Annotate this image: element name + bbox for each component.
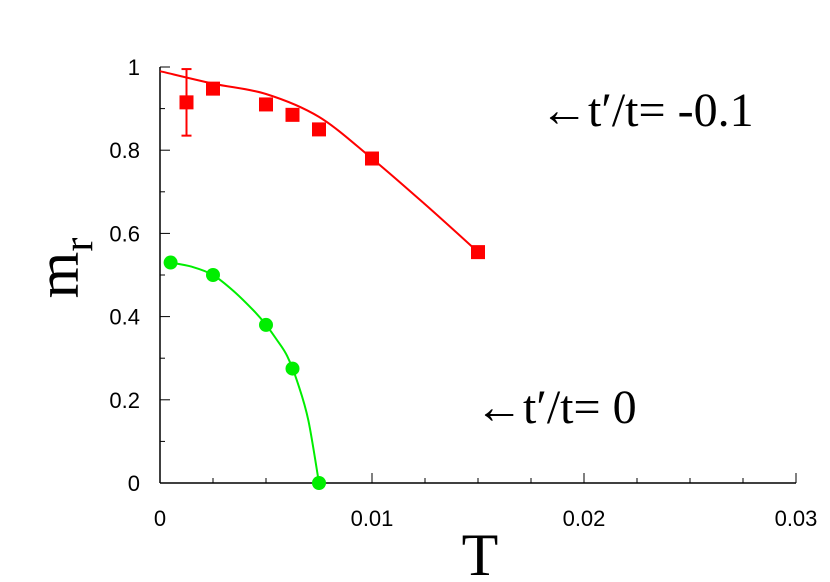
y-tick-label: 0 bbox=[128, 471, 140, 496]
x-tick-label: 0 bbox=[154, 506, 166, 531]
fit-line-series-0 bbox=[159, 70, 479, 253]
data-point-circle bbox=[163, 255, 178, 270]
data-point-square bbox=[206, 81, 220, 96]
series-label-red: ←t′/t= -0.1 bbox=[540, 84, 754, 137]
y-axis-title: mr bbox=[25, 238, 102, 299]
data-point-square bbox=[312, 122, 326, 137]
y-axis-title-main: m bbox=[25, 252, 91, 299]
y-tick-label: 0.2 bbox=[109, 388, 140, 413]
data-point-square bbox=[179, 95, 194, 110]
series-label-green: ←t′/t= 0 bbox=[475, 381, 637, 434]
data-point-circle bbox=[312, 476, 326, 490]
y-tick-label: 1 bbox=[128, 55, 140, 80]
data-point-circle bbox=[285, 361, 300, 376]
data-marks bbox=[163, 68, 485, 490]
data-point-square bbox=[471, 245, 485, 260]
y-axis-title-sub: r bbox=[56, 238, 102, 252]
y-tick-label: 0.4 bbox=[109, 305, 140, 330]
x-tick-label: 0.03 bbox=[775, 506, 818, 531]
data-point-square bbox=[285, 107, 300, 122]
data-point-square bbox=[259, 97, 273, 112]
data-point-circle bbox=[206, 268, 220, 282]
x-axis-title: T bbox=[462, 522, 499, 582]
y-tick-label: 0.6 bbox=[109, 221, 140, 246]
x-tick-label: 0.01 bbox=[351, 506, 394, 531]
data-point-circle bbox=[259, 317, 273, 332]
data-point-square bbox=[365, 151, 379, 166]
x-tick-label: 0.02 bbox=[563, 506, 606, 531]
tick-labels: 0 0.01 0.02 0.03 0 0.2 0.4 0.6 0.8 1 bbox=[109, 55, 817, 531]
y-tick-label: 0.8 bbox=[109, 138, 140, 163]
